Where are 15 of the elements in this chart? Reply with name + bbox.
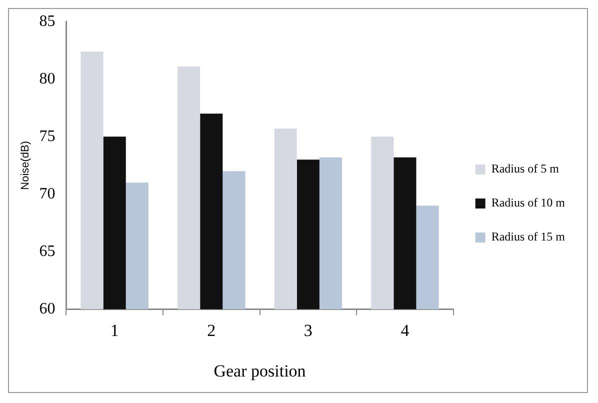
- x-tick-label: 3: [304, 320, 312, 340]
- y-tick-label: 70: [39, 185, 56, 202]
- y-tick-label: 80: [39, 70, 56, 88]
- y-tick-label: 60: [39, 300, 56, 318]
- legend-label: Radius of 15 m: [491, 230, 566, 244]
- legend-label: Radius of 5 m: [491, 162, 560, 176]
- x-axis-title: Gear position: [214, 361, 306, 380]
- y-axis-title: Noise(dB): [20, 140, 32, 190]
- y-tick-label: 65: [39, 242, 56, 260]
- y-tick-label: 85: [39, 12, 56, 30]
- legend-label: Radius of 10 m: [491, 196, 566, 210]
- x-tick-label: 1: [110, 320, 119, 340]
- x-tick-label: 4: [400, 320, 410, 340]
- y-tick-label: 75: [39, 128, 56, 145]
- x-tick-label: 2: [207, 320, 216, 340]
